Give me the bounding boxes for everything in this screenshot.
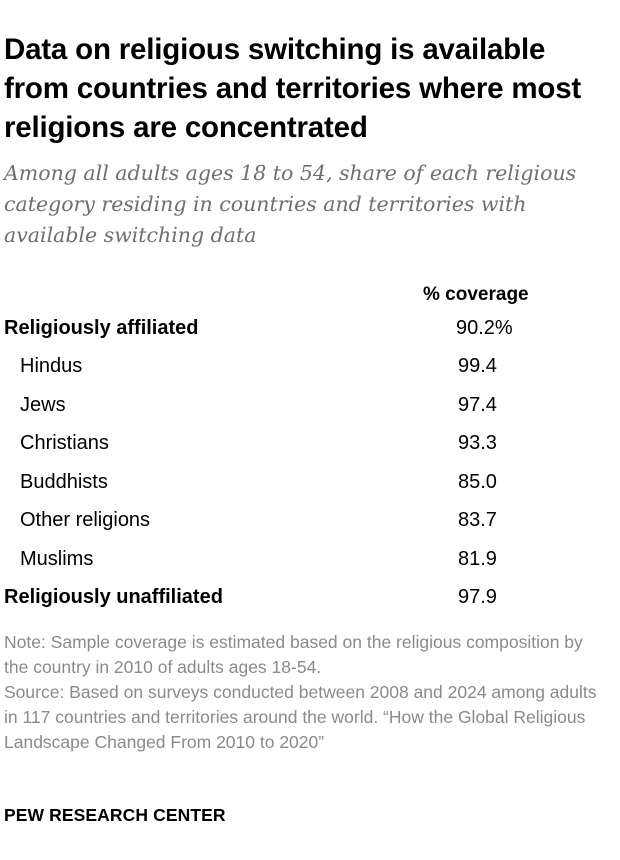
table-row: Other religions 83.7: [0, 507, 620, 545]
row-label: Christians: [20, 432, 109, 454]
table-row: Hindus 99.4: [0, 353, 620, 391]
row-label: Religiously affiliated: [4, 317, 199, 339]
subtitle: Among all adults ages 18 to 54, share of…: [4, 161, 577, 247]
table-row: Jews 97.4: [0, 392, 620, 430]
row-label: Buddhists: [20, 471, 108, 493]
row-value: 99.4: [458, 355, 497, 377]
row-label: Other religions: [20, 509, 151, 531]
table-row: Religiously affiliated 90.2%: [0, 315, 620, 353]
source-text: Source: Based on surveys conducted betwe…: [4, 682, 597, 752]
row-value: 93.3: [458, 432, 497, 454]
table-row: Christians 93.3: [0, 430, 620, 468]
row-label: Muslims: [20, 548, 94, 570]
row-label: Religiously unaffiliated: [4, 586, 223, 608]
table-row: Religiously unaffiliated 97.9: [0, 584, 620, 622]
brand-logo-text: PEW RESEARCH CENTER: [4, 805, 226, 825]
footnote: Note: Sample coverage is estimated based…: [4, 630, 604, 755]
row-value: 97.9: [458, 586, 497, 608]
table-row: Buddhists 85.0: [0, 469, 620, 507]
page-title: Data on religious switching is available…: [4, 33, 582, 144]
column-header-coverage: % coverage: [423, 284, 529, 305]
row-value: 81.9: [458, 548, 497, 570]
note-text: Note: Sample coverage is estimated based…: [4, 632, 583, 677]
row-value: 97.4: [458, 394, 497, 416]
row-value: 85.0: [458, 471, 497, 493]
row-value: 83.7: [458, 509, 497, 531]
row-value: 90.2%: [456, 317, 513, 339]
row-label: Jews: [20, 394, 66, 416]
row-label: Hindus: [20, 355, 83, 377]
table-row: Muslims 81.9: [0, 546, 620, 584]
